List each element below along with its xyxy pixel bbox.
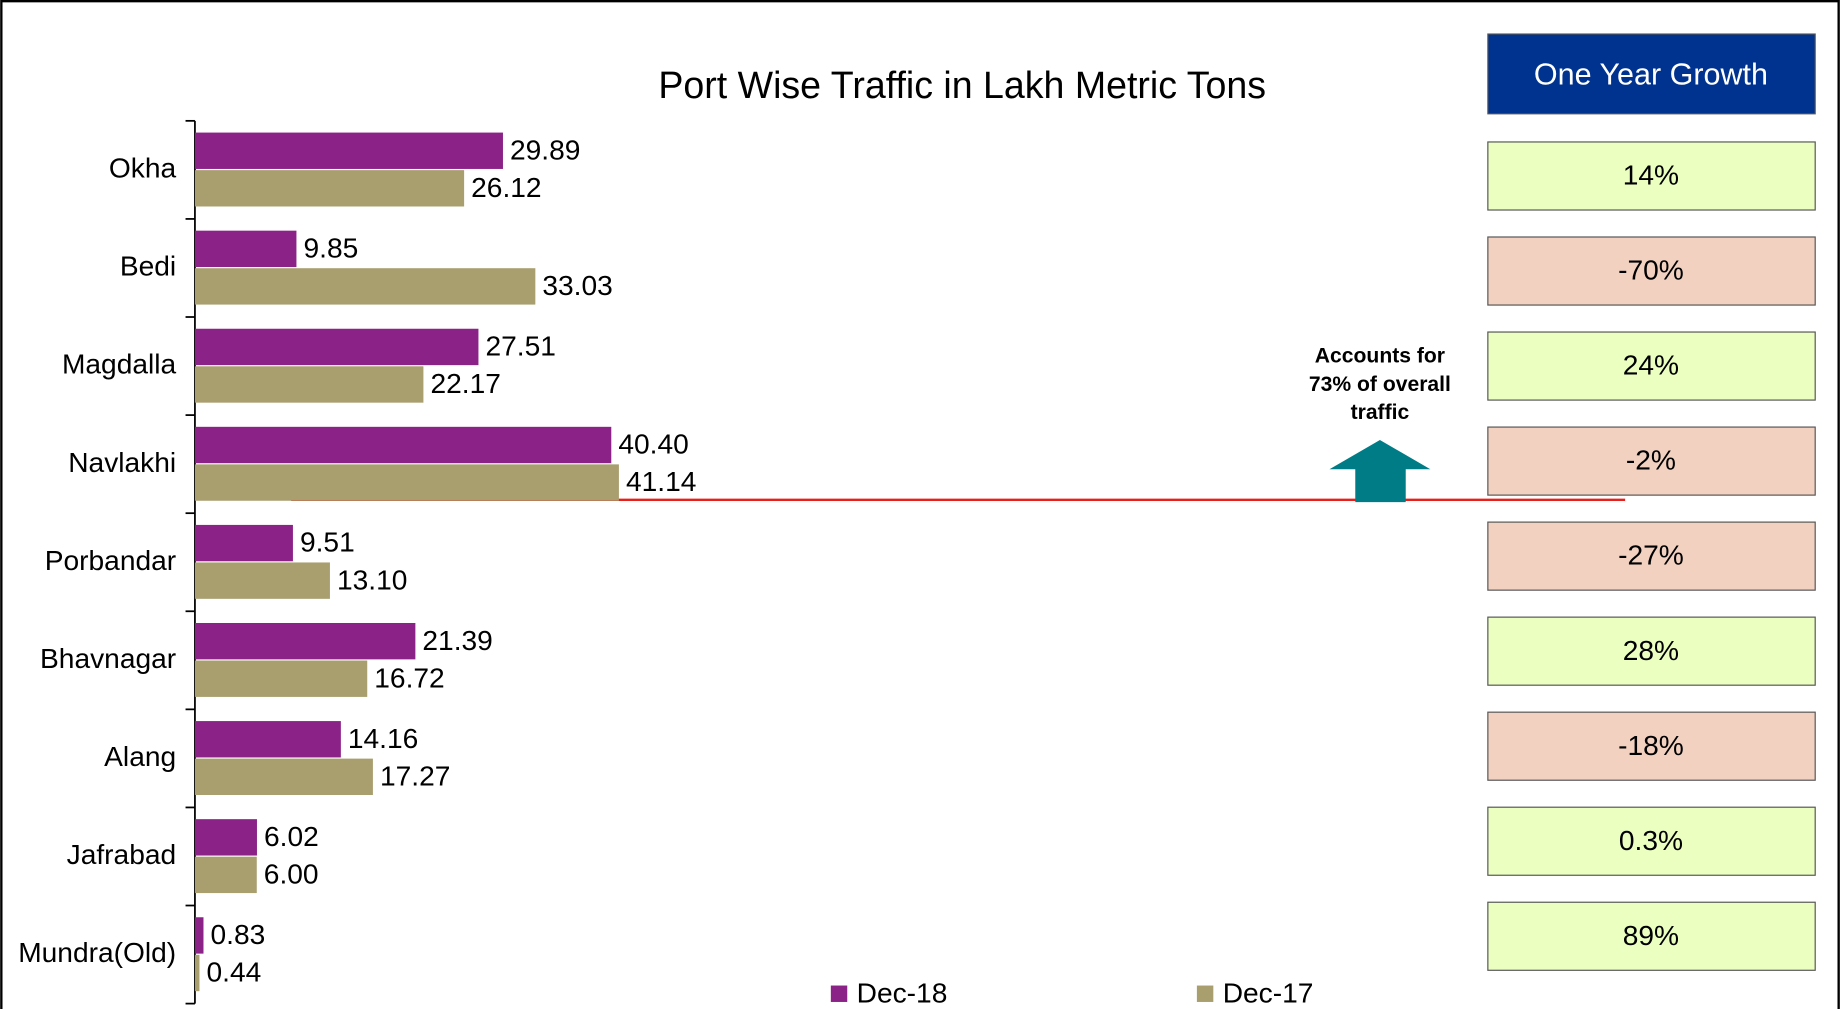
bar <box>194 758 373 795</box>
bar <box>194 268 536 305</box>
data-label: 0.83 <box>211 919 266 950</box>
y-tick-label: Navlakhi <box>68 447 176 478</box>
growth-box <box>1487 236 1816 306</box>
growth-box <box>1487 426 1816 496</box>
bar <box>194 464 619 501</box>
bar <box>194 856 257 894</box>
legend-swatch <box>1196 985 1214 1002</box>
growth-value: 0.3% <box>1619 825 1683 856</box>
data-label: 21.39 <box>422 625 492 656</box>
growth-value: -2% <box>1626 445 1676 476</box>
data-label: 6.00 <box>264 859 319 890</box>
data-label: 41.14 <box>626 466 696 497</box>
bar <box>194 524 293 562</box>
data-label: 29.89 <box>510 134 580 165</box>
growth-box <box>1487 141 1816 211</box>
growth-value: 89% <box>1623 920 1679 951</box>
legend-label: Dec-17 <box>1223 977 1314 1008</box>
growth-box <box>1487 901 1816 971</box>
growth-header-box <box>1487 33 1816 115</box>
bar <box>194 660 368 697</box>
bar <box>194 819 257 856</box>
y-tick-label: Alang <box>104 741 176 772</box>
y-tick-label: Bedi <box>120 251 176 282</box>
bar <box>194 622 416 660</box>
growth-value: 14% <box>1623 160 1679 191</box>
data-label: 27.51 <box>485 331 555 362</box>
y-tick-label: Magdalla <box>62 349 177 380</box>
y-tick-label: Okha <box>109 153 177 184</box>
y-tick-label: Mundra(Old) <box>18 937 176 968</box>
bar <box>194 170 465 207</box>
y-tick-label: Porbandar <box>45 545 176 576</box>
arrow <box>1329 439 1431 503</box>
data-label: 33.03 <box>542 270 612 301</box>
data-label: 22.17 <box>430 368 500 399</box>
bar <box>194 132 503 169</box>
growth-value: 24% <box>1623 350 1679 381</box>
growth-box <box>1487 806 1816 876</box>
growth-box <box>1487 331 1816 401</box>
bar <box>194 328 479 366</box>
bar <box>194 562 330 599</box>
growth-box <box>1487 616 1816 686</box>
legend-label: Dec-18 <box>857 977 948 1008</box>
bar <box>194 721 341 758</box>
data-label: 6.02 <box>264 821 319 852</box>
legend-swatch <box>830 985 848 1002</box>
growth-header: One Year Growth <box>1534 57 1768 91</box>
y-tick-label: Jafrabad <box>67 839 177 870</box>
growth-value: -70% <box>1618 255 1684 286</box>
bar <box>194 366 424 403</box>
bar <box>194 917 204 954</box>
y-tick-label: Bhavnagar <box>40 643 176 674</box>
data-label: 9.85 <box>303 232 358 263</box>
data-label: 16.72 <box>374 662 444 693</box>
bar <box>194 230 297 268</box>
data-label: 26.12 <box>471 172 541 203</box>
growth-value: -18% <box>1618 730 1684 761</box>
growth-box <box>1487 711 1816 781</box>
data-label: 9.51 <box>300 527 355 558</box>
data-label: 13.10 <box>337 564 407 595</box>
growth-box <box>1487 521 1816 591</box>
data-label: 0.44 <box>207 957 262 988</box>
data-label: 17.27 <box>380 760 450 791</box>
growth-value: -27% <box>1618 540 1684 571</box>
bar <box>194 426 612 464</box>
annotation: Accounts for 73% of overall traffic <box>1309 344 1451 423</box>
chart-title: Port Wise Traffic in Lakh Metric Tons <box>658 64 1266 106</box>
data-label: 40.40 <box>618 429 688 460</box>
data-label: 14.16 <box>348 723 418 754</box>
growth-value: 28% <box>1623 635 1679 666</box>
bar <box>194 954 200 992</box>
